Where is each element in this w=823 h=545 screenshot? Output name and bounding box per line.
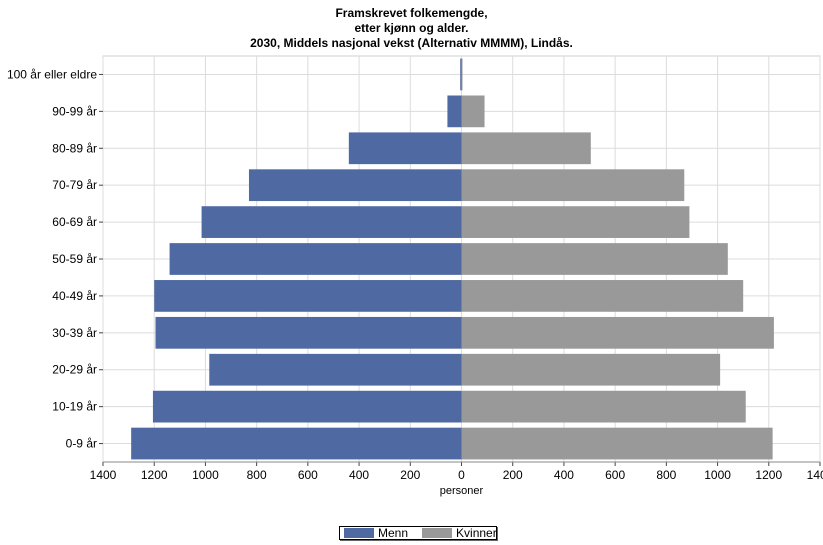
x-tick-label: 1200 [755, 468, 782, 482]
bar-menn [348, 132, 462, 165]
bar-kvinner [461, 390, 746, 423]
chart-title-line-3: 2030, Middels nasjonal vekst (Alternativ… [250, 36, 573, 50]
bar-menn [152, 390, 462, 423]
bar-kvinner [461, 280, 744, 312]
bar-menn [209, 353, 462, 386]
y-tick-label: 0-9 år [66, 437, 97, 451]
legend-swatch-kvinner [422, 528, 453, 538]
legend-label-menn: Menn [378, 526, 409, 540]
x-tick-label: 600 [605, 468, 625, 482]
bar-kvinner [461, 95, 485, 128]
x-tick-label: 200 [503, 468, 523, 482]
chart-title: Framskrevet folkemengde, etter kjønn og … [0, 6, 823, 51]
y-tick-label: 60-69 år [52, 215, 97, 229]
x-tick-label: 400 [349, 468, 369, 482]
bar-menn [201, 206, 462, 238]
bar-kvinner [461, 206, 690, 238]
bar-kvinner [461, 243, 728, 275]
bar-kvinner [461, 169, 685, 202]
y-tick-label: 40-49 år [52, 289, 97, 303]
bar-kvinner [461, 316, 774, 349]
chart-title-line-2: etter kjønn og alder. [354, 21, 469, 35]
legend-item-kvinner: Kvinner [422, 526, 497, 540]
y-tick-label: 20-29 år [52, 363, 97, 377]
bar-kvinner [461, 353, 721, 386]
y-tick-label: 80-89 år [52, 141, 97, 155]
legend-item-menn: Menn [344, 526, 408, 540]
bar-menn [460, 58, 462, 91]
bar-menn [155, 316, 462, 349]
bar-menn [131, 427, 462, 460]
y-tick-label: 90-99 år [52, 104, 97, 118]
x-tick-label: 600 [298, 468, 318, 482]
y-tick-label: 50-59 år [52, 252, 97, 266]
x-tick-label: 1000 [192, 468, 219, 482]
x-tick-label: 400 [554, 468, 574, 482]
x-tick-label: 800 [247, 468, 267, 482]
x-tick-label: 1200 [141, 468, 168, 482]
x-tick-label: 0 [458, 468, 465, 482]
x-axis-label: personer [440, 485, 484, 497]
y-tick-label: 30-39 år [52, 326, 97, 340]
x-tick-label: 1400 [807, 468, 823, 482]
bar-menn [154, 280, 462, 312]
y-tick-label: 70-79 år [52, 178, 97, 192]
bar-kvinner [461, 58, 463, 91]
x-tick-label: 1000 [704, 468, 731, 482]
legend-label-kvinner: Kvinner [456, 526, 497, 540]
bar-menn [447, 95, 462, 128]
x-tick-label: 800 [656, 468, 676, 482]
bar-menn [248, 169, 462, 202]
y-tick-label: 100 år eller eldre [7, 67, 97, 81]
bar-kvinner [461, 132, 591, 165]
x-tick-label: 1400 [90, 468, 117, 482]
chart-title-line-1: Framskrevet folkemengde, [335, 6, 488, 20]
bar-kvinner [461, 427, 773, 460]
y-tick-label: 10-19 år [52, 400, 97, 414]
chart-legend: Menn Kvinner [339, 526, 497, 540]
x-tick-label: 200 [400, 468, 420, 482]
bar-menn [169, 243, 462, 275]
legend-swatch-menn [344, 528, 374, 538]
